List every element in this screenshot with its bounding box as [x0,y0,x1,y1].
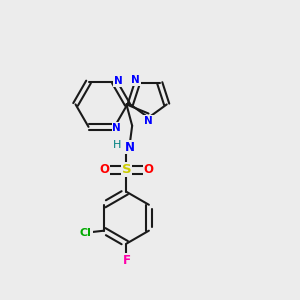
Text: O: O [99,163,110,176]
Text: S: S [122,163,131,176]
Text: O: O [143,163,154,176]
Text: F: F [122,254,130,267]
Text: H: H [113,140,121,150]
Text: N: N [114,76,122,86]
Text: N: N [125,141,135,154]
Text: N: N [144,116,153,126]
Text: N: N [112,123,121,133]
Text: N: N [131,75,140,85]
Text: Cl: Cl [80,228,92,238]
